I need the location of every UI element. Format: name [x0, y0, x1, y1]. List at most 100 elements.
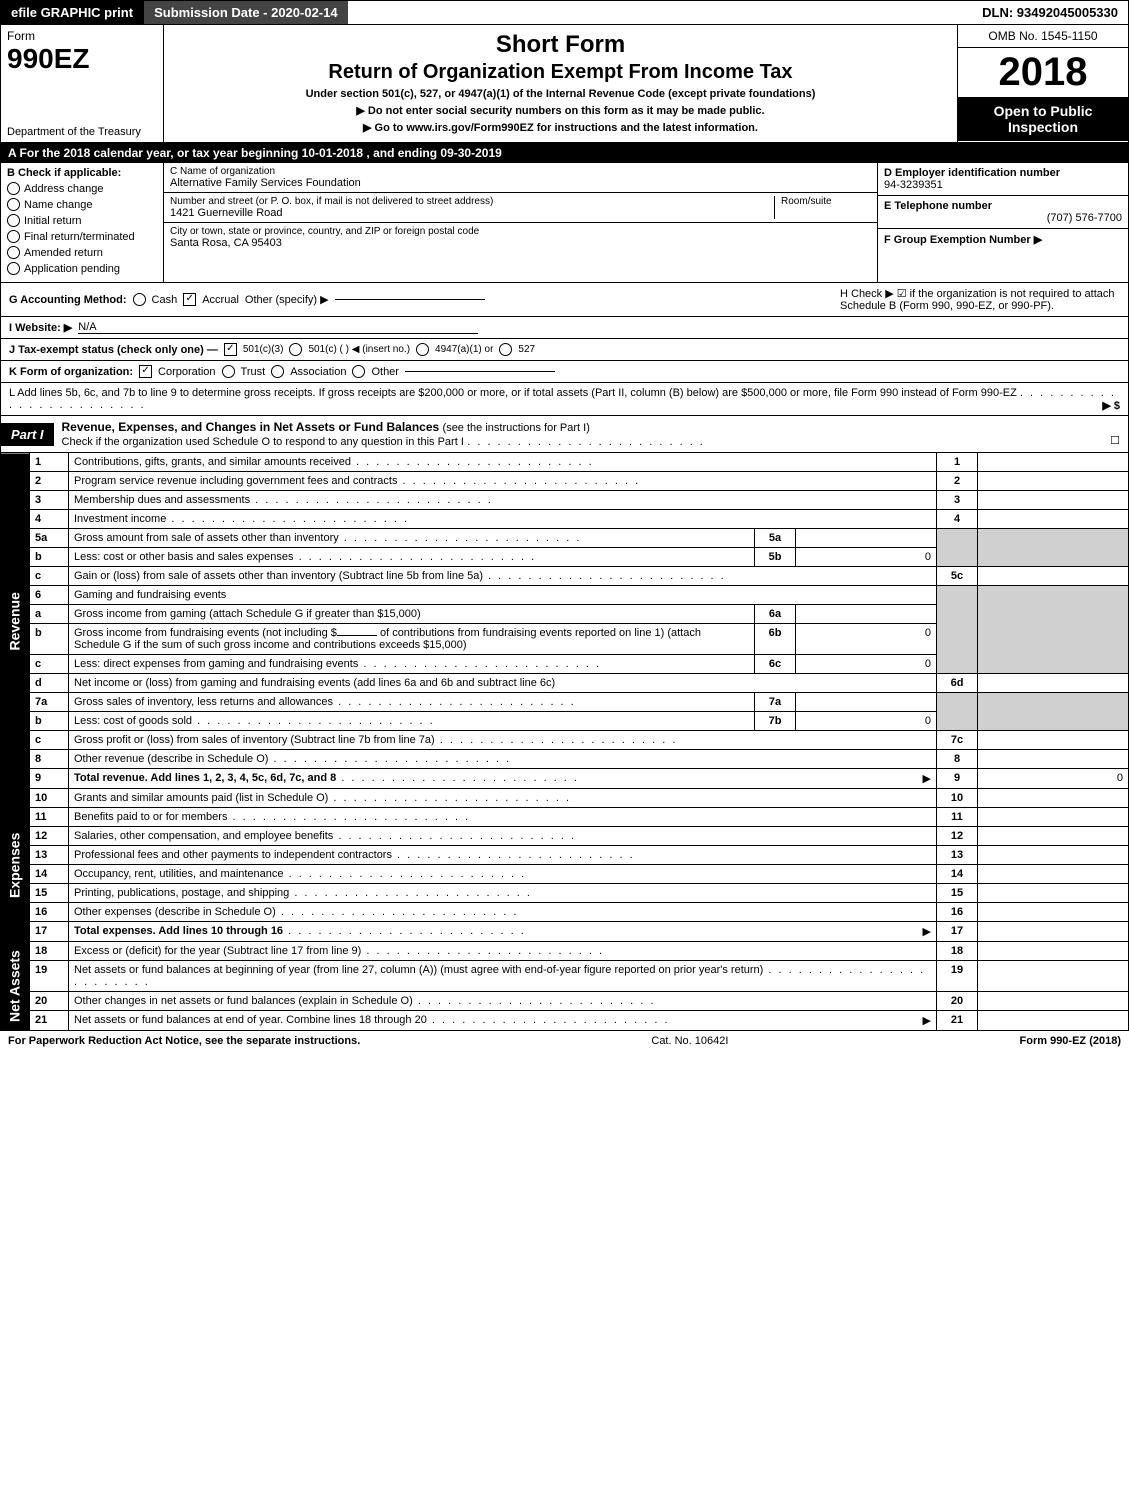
line-18-desc: Excess or (deficit) for the year (Subtra… — [74, 945, 361, 957]
line-6c-num: c — [30, 655, 69, 674]
other-label: Other (specify) ▶ — [245, 293, 329, 306]
submission-date: Submission Date - 2020-02-14 — [143, 1, 348, 24]
line-21-ref: 21 — [937, 1011, 978, 1031]
part-1-label: Part I — [1, 423, 54, 446]
line-1-amt — [978, 453, 1129, 472]
l-text: L Add lines 5b, 6c, and 7b to line 9 to … — [9, 387, 1017, 399]
check-amended-return[interactable]: Amended return — [7, 246, 157, 259]
line-6c-val: 0 — [796, 655, 937, 674]
line-19-ref: 19 — [937, 961, 978, 992]
cash-checkbox[interactable] — [133, 293, 146, 306]
line-13-ref: 13 — [937, 846, 978, 865]
goto-link[interactable]: ▶ Go to www.irs.gov/Form990EZ for instru… — [170, 121, 951, 134]
line-5c-ref: 5c — [937, 567, 978, 586]
box-c: C Name of organization Alternative Famil… — [164, 163, 877, 282]
line-6a-in: 6a — [755, 605, 796, 624]
part-1-check: Check if the organization used Schedule … — [62, 436, 464, 448]
line-7a-desc: Gross sales of inventory, less returns a… — [74, 696, 333, 708]
line-6-num: 6 — [30, 586, 69, 605]
line-6b-num: b — [30, 624, 69, 655]
open-public-label: Open to Public Inspection — [958, 97, 1128, 141]
j-501c3-checkbox[interactable] — [224, 343, 237, 356]
line-13-amt — [978, 846, 1129, 865]
part-1-title: Revenue, Expenses, and Changes in Net As… — [54, 416, 1128, 452]
line-12-ref: 12 — [937, 827, 978, 846]
line-3-desc: Membership dues and assessments — [74, 494, 250, 506]
line-10-desc: Grants and similar amounts paid (list in… — [74, 792, 328, 804]
accrual-checkbox[interactable] — [183, 293, 196, 306]
line-7c-ref: 7c — [937, 731, 978, 750]
j-527-checkbox[interactable] — [499, 343, 512, 356]
check-name-change[interactable]: Name change — [7, 198, 157, 211]
line-g: G Accounting Method: Cash Accrual Other … — [9, 293, 485, 306]
check-final-return[interactable]: Final return/terminated — [7, 230, 157, 243]
line-6c-desc: Less: direct expenses from gaming and fu… — [74, 658, 358, 670]
part-1-header: Part I Revenue, Expenses, and Changes in… — [0, 416, 1129, 453]
line-8-desc: Other revenue (describe in Schedule O) — [74, 753, 268, 765]
line-14-amt — [978, 865, 1129, 884]
line-12-num: 12 — [30, 827, 69, 846]
j-527: 527 — [518, 344, 535, 355]
header-left: Form 990EZ Department of the Treasury — [1, 25, 164, 142]
j-4947-checkbox[interactable] — [416, 343, 429, 356]
k-other-input[interactable] — [405, 371, 555, 372]
lines-table: Revenue 1 Contributions, gifts, grants, … — [0, 453, 1129, 1031]
line-15-num: 15 — [30, 884, 69, 903]
line-15-ref: 15 — [937, 884, 978, 903]
form-990ez-page: efile GRAPHIC print Submission Date - 20… — [0, 0, 1129, 1051]
line-i: I Website: ▶ N/A — [0, 317, 1129, 339]
cal-begin: 10-01-2018 — [302, 146, 363, 160]
box-b-title: B Check if applicable: — [7, 167, 157, 179]
cal-prefix: A For the 2018 calendar year, or tax yea… — [8, 146, 302, 160]
line-7c-desc: Gross profit or (loss) from sales of inv… — [74, 734, 435, 746]
j-501c-checkbox[interactable] — [289, 343, 302, 356]
line-1-ref: 1 — [937, 453, 978, 472]
line-6b-in: 6b — [755, 624, 796, 655]
check-application-pending[interactable]: Application pending — [7, 262, 157, 275]
line-7b-desc: Less: cost of goods sold — [74, 715, 192, 727]
revenue-side-label: Revenue — [1, 453, 30, 789]
footer-right: Form 990-EZ (2018) — [1020, 1035, 1121, 1047]
cal-middle: , and ending — [366, 146, 440, 160]
form-number: 990EZ — [7, 43, 90, 74]
page-footer: For Paperwork Reduction Act Notice, see … — [0, 1031, 1129, 1051]
k-corp-checkbox[interactable] — [139, 365, 152, 378]
line-4-num: 4 — [30, 510, 69, 529]
k-corp: Corporation — [158, 366, 215, 378]
line-8-num: 8 — [30, 750, 69, 769]
line-11-num: 11 — [30, 808, 69, 827]
tel-value: (707) 576-7700 — [1047, 212, 1122, 224]
line-1-desc: Contributions, gifts, grants, and simila… — [74, 456, 351, 468]
grey-cell — [978, 529, 1129, 567]
line-5c-desc: Gain or (loss) from sale of assets other… — [74, 570, 483, 582]
other-specify-input[interactable] — [335, 299, 485, 300]
line-20-desc: Other changes in net assets or fund bala… — [74, 995, 413, 1007]
line-5c-num: c — [30, 567, 69, 586]
line-l: L Add lines 5b, 6c, and 7b to line 9 to … — [0, 383, 1129, 416]
k-trust-checkbox[interactable] — [222, 365, 235, 378]
line-6b-val: 0 — [796, 624, 937, 655]
line-14-ref: 14 — [937, 865, 978, 884]
line-2-ref: 2 — [937, 472, 978, 491]
top-bar: efile GRAPHIC print Submission Date - 20… — [0, 0, 1129, 25]
k-assoc-checkbox[interactable] — [271, 365, 284, 378]
footer-mid: Cat. No. 10642I — [651, 1035, 728, 1047]
k-other-checkbox[interactable] — [352, 365, 365, 378]
line-7a-num: 7a — [30, 693, 69, 712]
line-7a-val — [796, 693, 937, 712]
line-21-desc: Net assets or fund balances at end of ye… — [74, 1014, 427, 1026]
website-label: I Website: ▶ — [9, 321, 72, 334]
check-address-change[interactable]: Address change — [7, 182, 157, 195]
part-1-checkbox[interactable]: ☐ — [1110, 434, 1120, 447]
line-11-desc: Benefits paid to or for members — [74, 811, 227, 823]
netassets-side-label: Net Assets — [1, 942, 30, 1031]
line-12-amt — [978, 827, 1129, 846]
cash-label: Cash — [152, 294, 178, 306]
accrual-label: Accrual — [202, 294, 239, 306]
line-6a-num: a — [30, 605, 69, 624]
line-7c-num: c — [30, 731, 69, 750]
efile-label: efile GRAPHIC print — [1, 1, 143, 24]
check-initial-return[interactable]: Initial return — [7, 214, 157, 227]
line-8-amt — [978, 750, 1129, 769]
grey-cell — [978, 693, 1129, 731]
